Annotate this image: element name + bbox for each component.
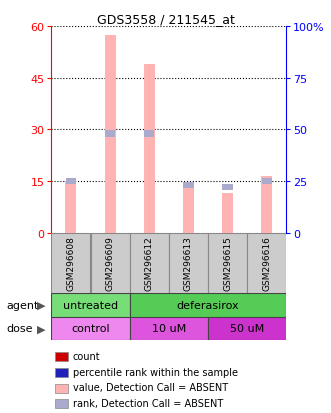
- Bar: [222, 194, 233, 233]
- Bar: [51, 233, 90, 293]
- Bar: [247, 233, 286, 293]
- Bar: [183, 183, 194, 189]
- Bar: [105, 131, 115, 137]
- Text: dose: dose: [7, 323, 33, 334]
- Bar: [222, 185, 233, 191]
- Text: rank, Detection Call = ABSENT: rank, Detection Call = ABSENT: [73, 398, 223, 408]
- Bar: [66, 178, 76, 185]
- Bar: [130, 317, 208, 340]
- Text: GSM296608: GSM296608: [67, 236, 75, 291]
- Text: ▶: ▶: [37, 300, 46, 310]
- Text: 10 uM: 10 uM: [152, 323, 186, 334]
- Bar: [130, 233, 169, 293]
- Bar: [144, 131, 155, 137]
- Bar: [144, 65, 155, 233]
- Text: GSM296612: GSM296612: [145, 236, 154, 291]
- Text: count: count: [73, 351, 100, 361]
- Bar: [105, 36, 116, 233]
- Bar: [183, 187, 194, 233]
- Bar: [90, 233, 130, 293]
- Text: GSM296613: GSM296613: [184, 236, 193, 291]
- Text: GSM296615: GSM296615: [223, 236, 232, 291]
- Bar: [169, 233, 208, 293]
- Text: GSM296609: GSM296609: [106, 236, 115, 291]
- Bar: [51, 317, 130, 340]
- Text: deferasirox: deferasirox: [177, 300, 239, 310]
- Text: agent: agent: [7, 300, 39, 310]
- Bar: [51, 293, 130, 317]
- Bar: [66, 182, 76, 233]
- Text: value, Detection Call = ABSENT: value, Detection Call = ABSENT: [73, 382, 228, 392]
- Bar: [208, 317, 286, 340]
- Text: control: control: [71, 323, 110, 334]
- Bar: [208, 233, 247, 293]
- Text: percentile rank within the sample: percentile rank within the sample: [73, 367, 238, 377]
- Bar: [261, 177, 272, 233]
- Text: ▶: ▶: [37, 323, 46, 334]
- Bar: [261, 178, 272, 185]
- Text: 50 uM: 50 uM: [230, 323, 264, 334]
- Text: GDS3558 / 211545_at: GDS3558 / 211545_at: [97, 13, 234, 26]
- Text: untreated: untreated: [63, 300, 118, 310]
- Bar: [130, 293, 286, 317]
- Text: GSM296616: GSM296616: [262, 236, 271, 291]
